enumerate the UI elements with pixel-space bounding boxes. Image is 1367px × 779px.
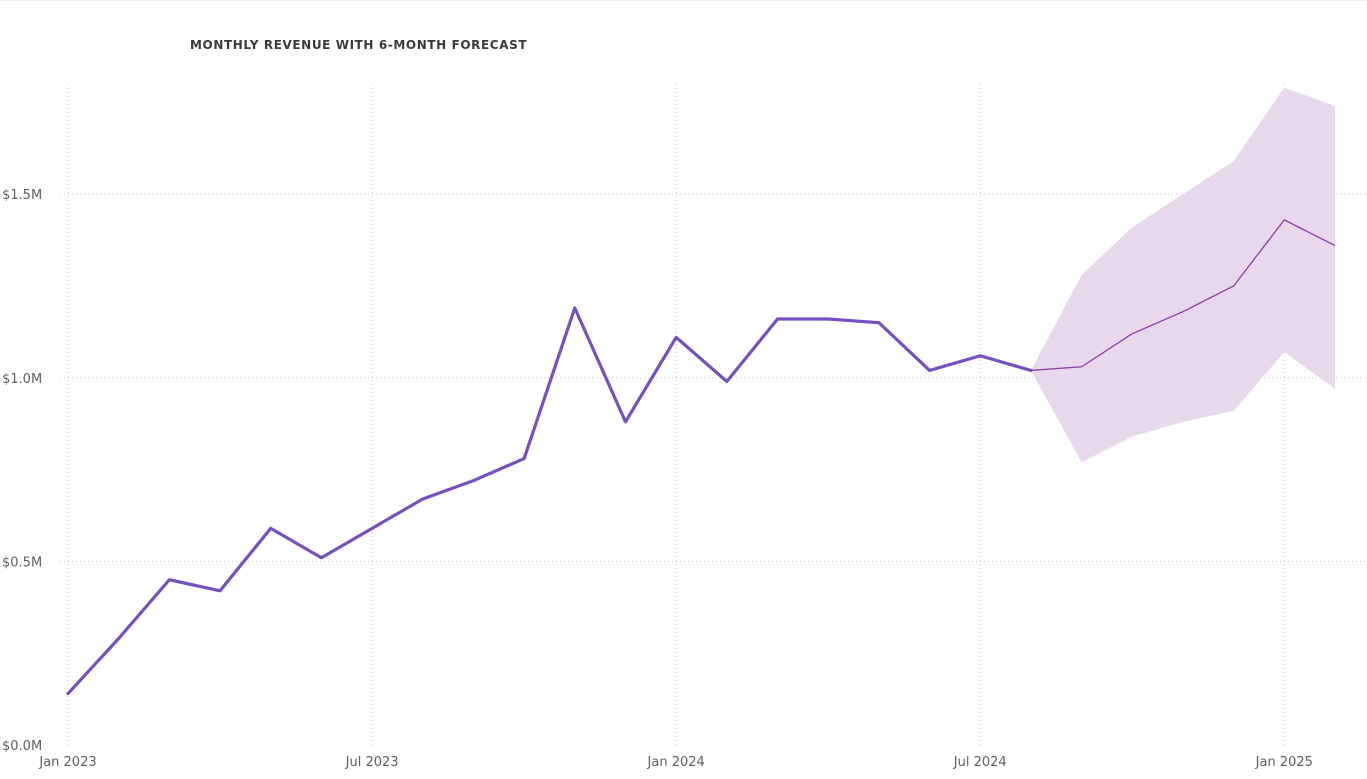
- x-tick-label: Jul 2024: [953, 755, 1007, 770]
- x-tick-label: Jan 2024: [647, 755, 705, 770]
- forecast-band-layer: [1030, 87, 1335, 463]
- x-tick-label: Jan 2025: [1255, 755, 1313, 770]
- forecast-confidence-band: [1030, 87, 1335, 463]
- x-tick-label: Jul 2023: [345, 755, 399, 770]
- y-tick-label: $0.0M: [2, 739, 42, 754]
- y-tick-label: $0.5M: [2, 555, 42, 570]
- x-tick-label: Jan 2023: [38, 755, 96, 770]
- series-layer: [66, 219, 1336, 696]
- chart-title: MONTHLY REVENUE WITH 6-MONTH FORECAST: [190, 38, 528, 52]
- y-tick-label: $1.0M: [2, 372, 42, 387]
- y-tick-label: $1.5M: [2, 188, 42, 203]
- axis-labels: $0.0M $0.5M $1.0M $1.5M Jan 2023 Jul 2023 Jan …: [2, 188, 1313, 770]
- actual-revenue-line: [66, 306, 1033, 696]
- top-border: [0, 0, 1367, 1]
